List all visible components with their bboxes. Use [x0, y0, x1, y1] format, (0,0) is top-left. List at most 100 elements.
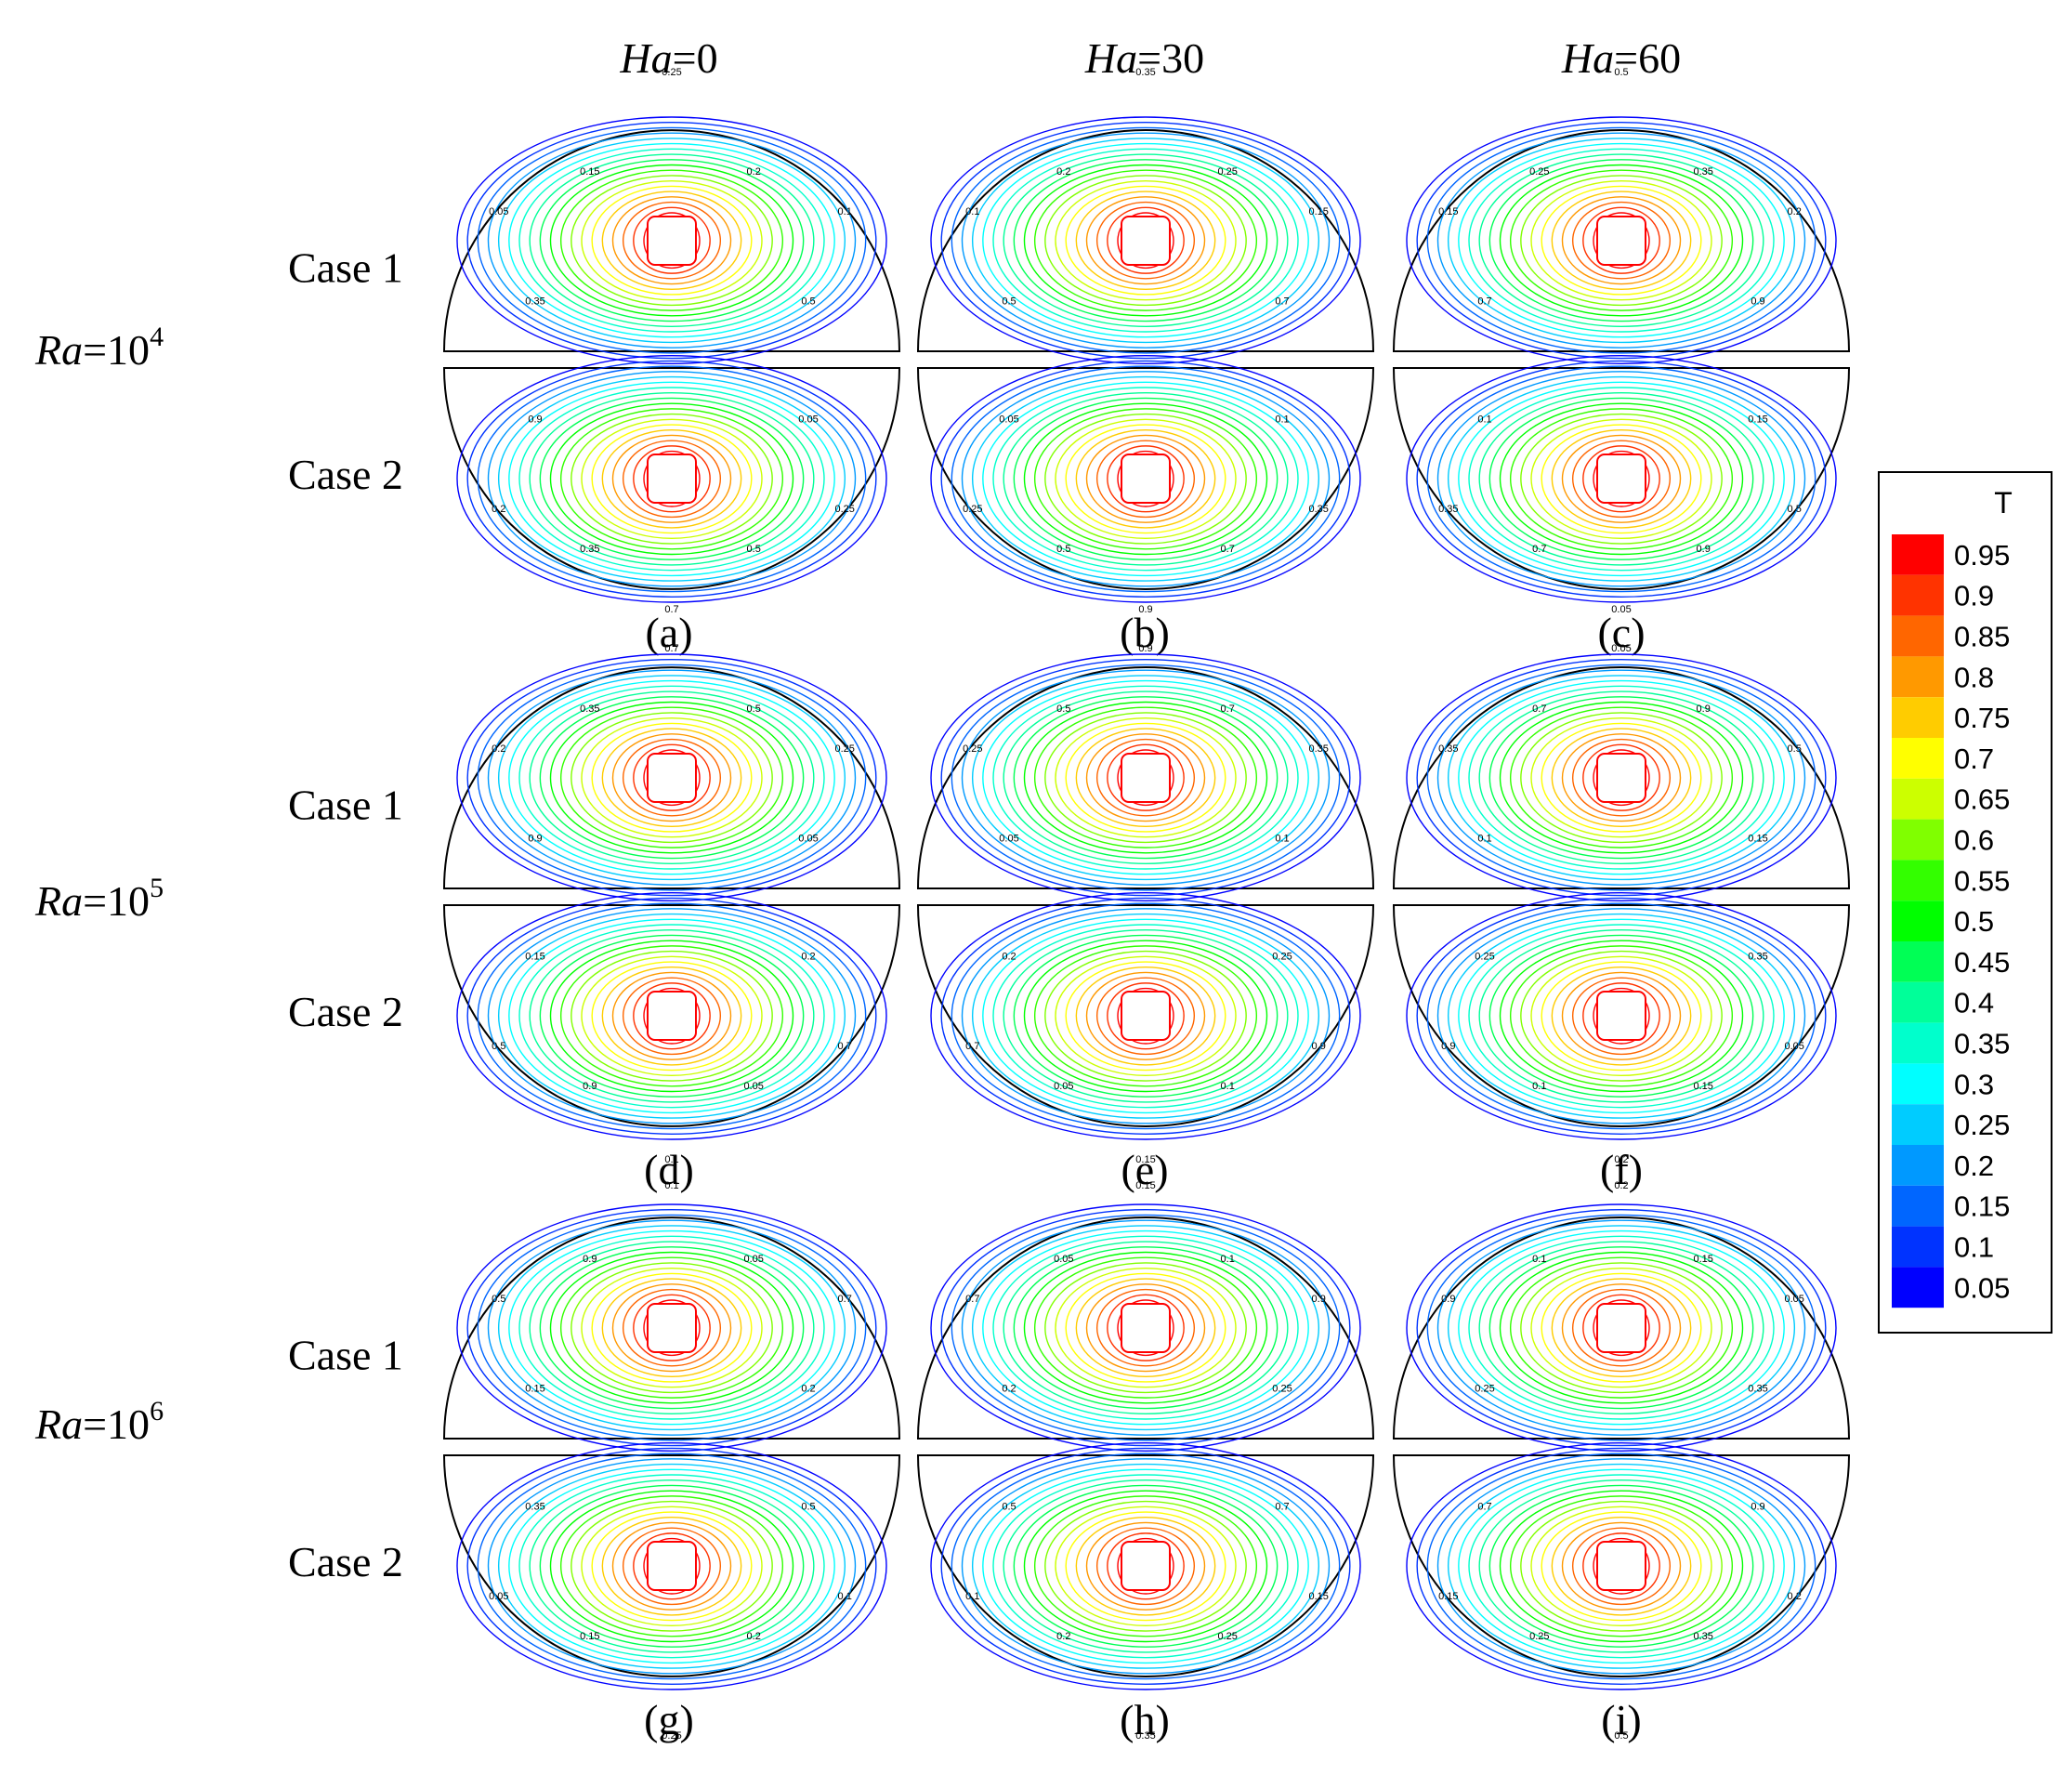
- isotherm: [570, 175, 773, 307]
- isotherm: [961, 132, 1331, 348]
- cavity-boundary: [442, 1454, 901, 1677]
- isotherm: [1023, 701, 1268, 854]
- case1-contour-panel: 0.15 0.2 0.25 0.35 0.5 0.7 0.9: [1392, 67, 1851, 365]
- isotherm: [1478, 153, 1764, 327]
- heater-square: [647, 753, 697, 803]
- contour-value-label: 0.1: [1221, 1254, 1235, 1265]
- isotherm: [1509, 1495, 1734, 1637]
- isotherm: [633, 1294, 711, 1361]
- isotherm: [951, 664, 1341, 891]
- cavity-boundary: [442, 1216, 901, 1440]
- legend-level-label: 0.85: [1954, 621, 2010, 653]
- isotherm: [940, 1447, 1351, 1685]
- isotherm: [456, 1441, 887, 1690]
- legend-level-label: 0.3: [1954, 1068, 1994, 1100]
- heater-square: [647, 454, 697, 504]
- isotherm: [951, 1453, 1341, 1680]
- isotherm: [466, 1447, 877, 1685]
- row-header-ra: Ra=106: [34, 1396, 164, 1448]
- isotherm: [1075, 728, 1216, 827]
- isotherm: [1458, 918, 1785, 1114]
- contour-value-label: 0.5: [1002, 296, 1016, 307]
- isotherm: [570, 950, 773, 1082]
- heater-square: [1121, 216, 1171, 266]
- isotherm: [1085, 1283, 1206, 1373]
- isotherm: [1065, 722, 1226, 833]
- contour-value-label: 0.9: [1138, 643, 1152, 654]
- isotherm: [477, 126, 867, 354]
- isotherm: [1107, 445, 1185, 513]
- isotherm: [1520, 1262, 1723, 1394]
- isotherm: [518, 387, 825, 572]
- contour-value-label: 0.9: [1697, 703, 1711, 715]
- isotherm: [940, 897, 1351, 1135]
- isotherm: [581, 717, 763, 838]
- isotherm: [1499, 1490, 1744, 1643]
- isotherm: [622, 977, 722, 1056]
- contour-value-label: 0.35: [1748, 1383, 1767, 1394]
- contour-value-label: 0.2: [1002, 1383, 1016, 1394]
- contour-value-label: 0.5: [747, 544, 761, 555]
- contour-value-label: 0.1: [965, 1591, 979, 1602]
- contour-value-label: 0.7: [1221, 703, 1235, 715]
- contour-value-label: 0.1: [965, 206, 979, 217]
- contour-value-label: 0.35: [1135, 67, 1155, 78]
- contour-value-label: 0.9: [583, 1254, 597, 1265]
- isotherm: [1458, 1468, 1785, 1664]
- isotherm: [518, 1474, 825, 1659]
- isotherm: [581, 418, 763, 540]
- heater-square: [1121, 753, 1171, 803]
- isotherm: [1468, 1474, 1775, 1659]
- isotherm: [930, 653, 1361, 902]
- isotherm: [1044, 712, 1247, 844]
- contour-value-label: 0.2: [1056, 166, 1070, 178]
- isotherm: [940, 659, 1351, 897]
- isotherm: [508, 679, 835, 875]
- isotherm: [1095, 1288, 1196, 1367]
- contour-value-label: 0.05: [743, 1254, 763, 1265]
- contour-value-label: 0.15: [1135, 1180, 1155, 1191]
- legend-swatch: [1892, 1226, 1944, 1268]
- isotherm: [1085, 434, 1206, 523]
- contour-value-label: 0.1: [838, 1591, 852, 1602]
- isotherm: [1436, 669, 1806, 886]
- isotherm: [1551, 966, 1692, 1066]
- contour-value-label: 0.1: [1275, 414, 1289, 426]
- isotherm: [1416, 122, 1827, 360]
- isotherm: [1436, 1219, 1806, 1436]
- isotherm: [1033, 169, 1258, 311]
- panel-label: (d): [644, 1146, 694, 1193]
- isotherm: [1426, 365, 1816, 593]
- isotherm: [1582, 743, 1660, 811]
- contour-value-label: 0.9: [1441, 1294, 1455, 1305]
- isotherm: [1561, 434, 1682, 523]
- contour-value-label: 0.2: [801, 1383, 815, 1394]
- contour-value-label: 0.15: [1748, 414, 1767, 426]
- contour-value-label: 0.35: [525, 296, 544, 307]
- contour-value-label: 0.1: [1532, 1254, 1546, 1265]
- contour-value-label: 0.9: [528, 833, 542, 844]
- isotherm: [1478, 1241, 1764, 1414]
- isotherm: [1055, 1505, 1237, 1627]
- isotherm: [622, 201, 722, 280]
- isotherm: [1044, 1262, 1247, 1394]
- isotherm: [1541, 185, 1702, 296]
- isotherm: [1509, 706, 1734, 848]
- contour-value-label: 0.25: [1217, 166, 1237, 178]
- case-label: Case 2: [288, 1538, 403, 1585]
- isotherm: [497, 913, 846, 1119]
- contour-value-label: 0.35: [580, 544, 599, 555]
- isotherm: [1582, 445, 1660, 513]
- isotherm: [1571, 201, 1672, 280]
- isotherm: [1107, 743, 1185, 811]
- contour-value-label: 0.05: [999, 833, 1018, 844]
- isotherm: [1406, 116, 1837, 365]
- heater-square: [1596, 991, 1646, 1041]
- isotherm: [1530, 955, 1712, 1077]
- isotherm: [1416, 897, 1827, 1135]
- isotherm: [1003, 1241, 1289, 1414]
- contour-value-label: 0.25: [1272, 952, 1292, 963]
- contour-value-label: 0.15: [1135, 1154, 1155, 1165]
- isotherm: [971, 675, 1320, 881]
- contour-value-label: 0.25: [834, 504, 854, 515]
